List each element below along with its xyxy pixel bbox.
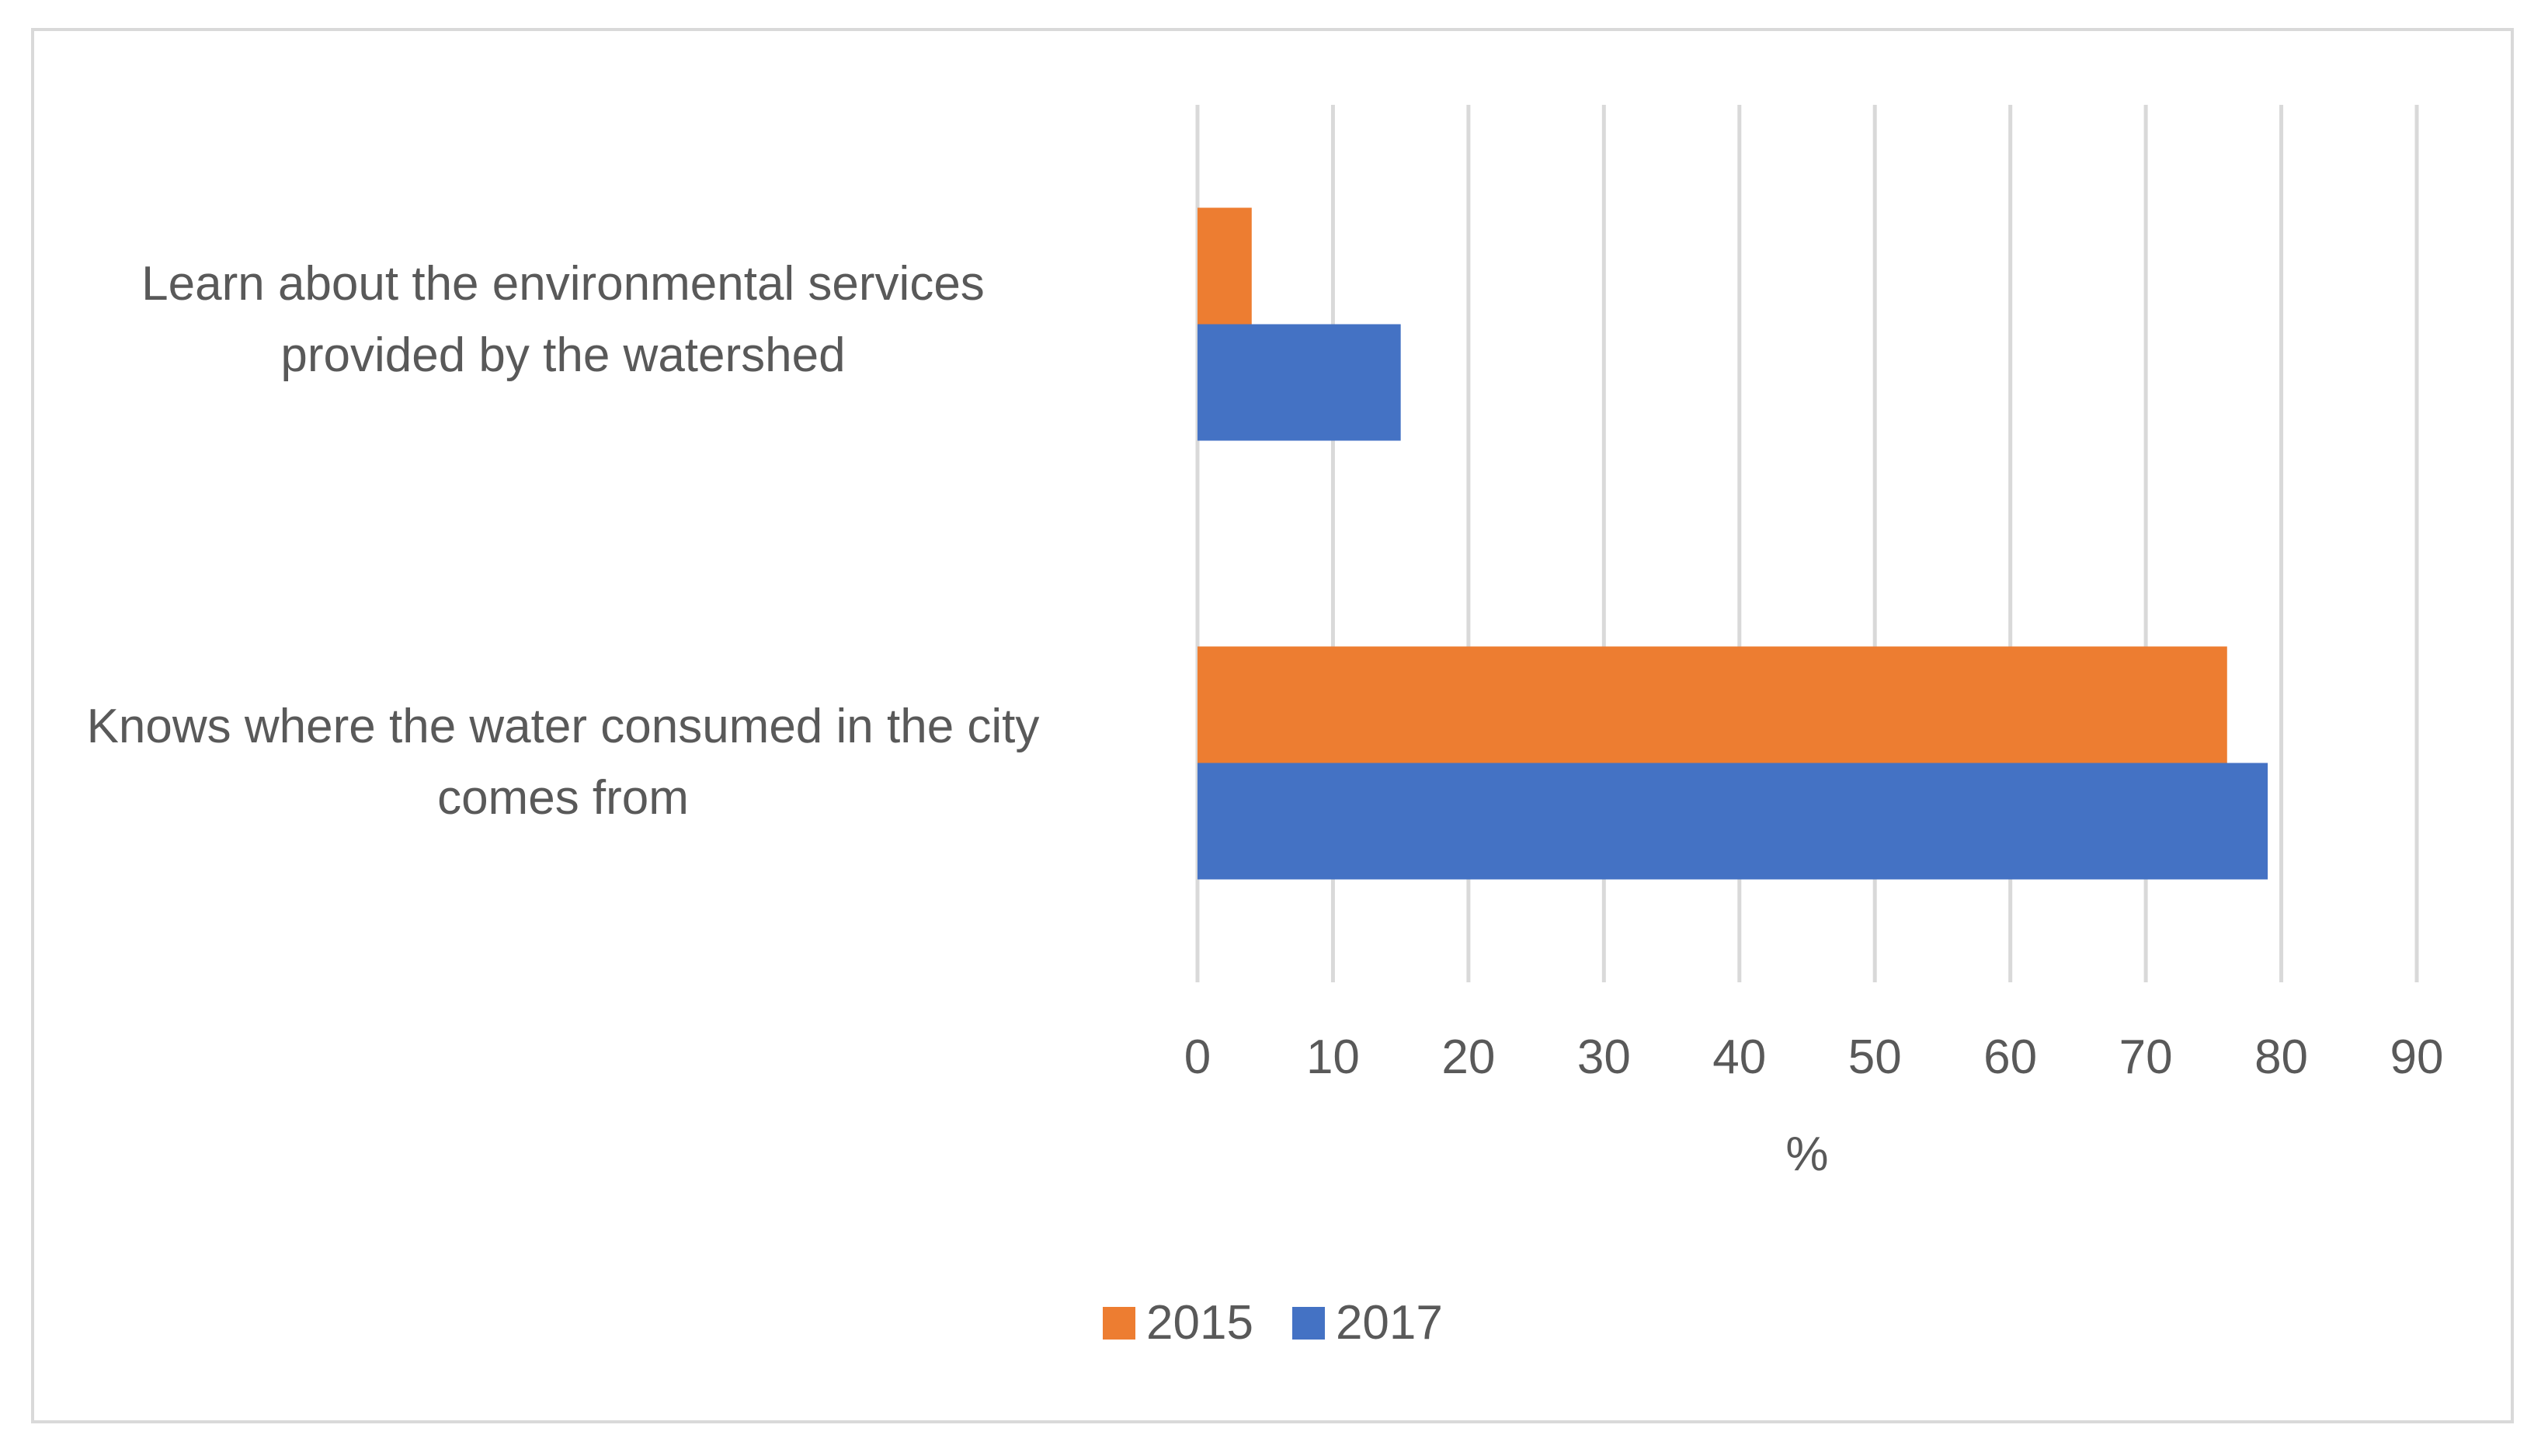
x-tick-label: 80 xyxy=(2254,1030,2308,1084)
x-axis-title: % xyxy=(1785,1128,1828,1181)
x-tick-label: 10 xyxy=(1306,1030,1360,1084)
chart-legend: 2015 2017 xyxy=(1103,1295,1482,1350)
legend-item-2017: 2017 xyxy=(1291,1295,1443,1350)
bar-2015-cat-0 xyxy=(1198,207,1252,325)
legend-label-2015: 2015 xyxy=(1146,1296,1253,1350)
bar-2015-cat-1 xyxy=(1198,646,2227,763)
x-tick-label: 70 xyxy=(2119,1030,2173,1084)
x-tick-label: 0 xyxy=(1184,1030,1211,1084)
x-tick-label: 40 xyxy=(1712,1030,1766,1084)
x-tick-label: 50 xyxy=(1848,1030,1902,1084)
x-tick-label: 20 xyxy=(1441,1030,1495,1084)
category-label-water-source: Knows where the water consumed in the ci… xyxy=(0,691,1145,834)
bar-2017-cat-0 xyxy=(1198,324,1401,441)
x-tick-label: 60 xyxy=(1983,1030,2037,1084)
category-label-line: Learn about the environmental services xyxy=(141,257,985,311)
bar-2017-cat-1 xyxy=(1198,763,2268,880)
category-label-line: comes from xyxy=(437,771,689,825)
legend-label-2017: 2017 xyxy=(1335,1296,1443,1350)
category-label-line: Knows where the water consumed in the ci… xyxy=(86,700,1040,753)
x-tick-label: 30 xyxy=(1577,1030,1631,1084)
legend-swatch-2015 xyxy=(1103,1306,1135,1340)
legend-swatch-2017 xyxy=(1291,1306,1325,1340)
x-tick-label: 90 xyxy=(2390,1030,2444,1084)
legend-item-2015: 2015 xyxy=(1103,1295,1253,1350)
category-label-watershed-services: Learn about the environmental services p… xyxy=(0,248,1145,391)
category-label-line: provided by the watershed xyxy=(280,328,846,382)
